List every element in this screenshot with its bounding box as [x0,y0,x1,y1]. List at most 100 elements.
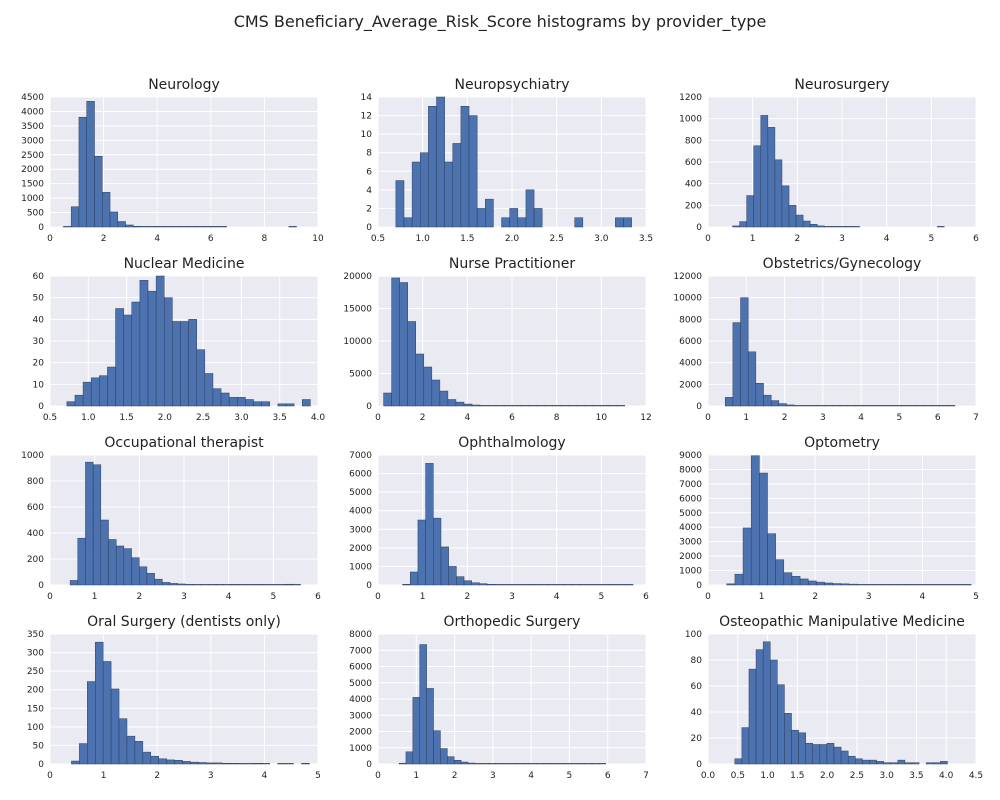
x-tick-label: 1 [743,413,749,423]
y-tick-label: 4000 [349,507,372,517]
x-tick-label: 2.5 [196,413,210,423]
histogram-bar [110,688,120,765]
histogram-bar [398,762,407,765]
histogram-bar [460,761,469,765]
histogram-bar [179,226,189,228]
panel-title: Nurse Practitioner [449,256,575,272]
x-tick-label: 6 [605,771,611,781]
histogram-bar [726,583,736,586]
histogram-bar [940,761,948,765]
y-tick-label: 50 [33,741,45,751]
histogram-bar [123,548,132,586]
histogram-bar [70,206,80,228]
histogram-bar [428,106,437,228]
histogram-bar [591,763,600,765]
histogram-bar [809,405,818,407]
histogram-bar [584,763,593,765]
histogram-bar [838,226,846,228]
histogram-bar [147,290,157,407]
y-tick-label: 8000 [679,315,702,325]
histogram-bar [133,226,142,228]
y-tick-label: 300 [27,649,44,659]
histogram-bar [292,584,301,586]
histogram-bar [158,758,167,765]
histogram-bar [579,584,588,586]
histogram-bar [221,763,231,765]
histogram-bar [845,226,853,228]
histogram-bar [228,397,238,407]
y-tick-label: 2000 [21,165,44,175]
histogram-bar [740,297,749,407]
x-tick-label: 0 [375,771,381,781]
panel-title: Optometry [804,435,880,451]
histogram-bar [832,583,842,586]
histogram-bar [237,397,246,407]
x-tick-label: 1 [420,592,426,602]
y-tick-label: 10 [361,130,373,140]
histogram-bar [616,405,626,407]
y-tick-label: 200 [27,555,44,565]
histogram-bar [908,405,917,407]
histogram-bar [192,584,201,586]
histogram-bar [423,366,433,407]
histogram-bar [71,760,80,765]
x-tick-label: 3 [839,234,845,244]
histogram-bar [753,145,762,228]
histogram-bar [571,763,579,765]
histogram-bar [415,353,425,407]
histogram-bar [253,401,262,407]
histogram-bar [577,763,586,765]
y-tick-label: 800 [685,136,702,146]
x-tick-label: 5 [928,234,934,244]
histogram-bar [220,392,230,407]
histogram-bar [468,115,478,228]
y-tick-label: 7000 [349,646,372,656]
histogram-bar [557,763,565,765]
x-tick-label: 0 [705,592,711,602]
histogram-bar [739,221,747,228]
x-tick-label: 10 [312,234,324,244]
histogram-bar [187,226,196,228]
histogram-bar [261,763,271,765]
histogram-bar [87,681,96,765]
histogram-bar [742,527,752,586]
histogram-bar [138,566,148,586]
histogram-bar [847,755,856,765]
histogram-bar [460,106,470,228]
y-tick-label: 150 [27,704,44,714]
histogram-bar [543,763,551,765]
histogram-bar [925,762,934,765]
x-tick-label: 0.5 [731,771,745,781]
x-tick-label: 0.5 [43,413,57,423]
histogram-bar [515,763,524,765]
histogram-bar [876,761,884,765]
x-tick-label: 10 [596,413,608,423]
y-tick-label: 200 [685,201,702,211]
histogram-bar [246,584,255,586]
histogram-bar [778,403,787,407]
histogram-bar [231,584,240,586]
histogram-bar [223,584,232,586]
histogram-bar [277,763,286,765]
histogram-bar [447,399,457,407]
x-tick-label: 4 [154,234,160,244]
histogram-bar [520,405,529,407]
y-tick-label: 5000 [679,509,702,519]
histogram-bar [763,394,772,407]
histogram-panel: Obstetrics/Gynecology 0 1 2 3 4 5 6 7 0 2000 4000 60… [673,256,979,423]
x-tick-label: 5 [567,771,573,781]
histogram-bar [177,583,186,586]
x-tick-label: 4.5 [969,771,983,781]
histogram-bar [237,763,247,765]
histogram-bar [196,349,206,407]
histogram-bar [411,161,421,228]
histogram-bar [448,566,457,586]
histogram-bar [82,381,92,407]
y-tick-label: 2000 [679,380,702,390]
histogram-bar [190,761,199,765]
histogram-panel: Neurology 0 2 4 6 8 10 0 500 1000 1500 2000 2500 3000… [21,77,324,244]
y-tick-label: 5000 [349,679,372,689]
histogram-bar [156,226,165,228]
x-tick-label: 1 [413,771,419,781]
histogram-bar [99,375,108,407]
